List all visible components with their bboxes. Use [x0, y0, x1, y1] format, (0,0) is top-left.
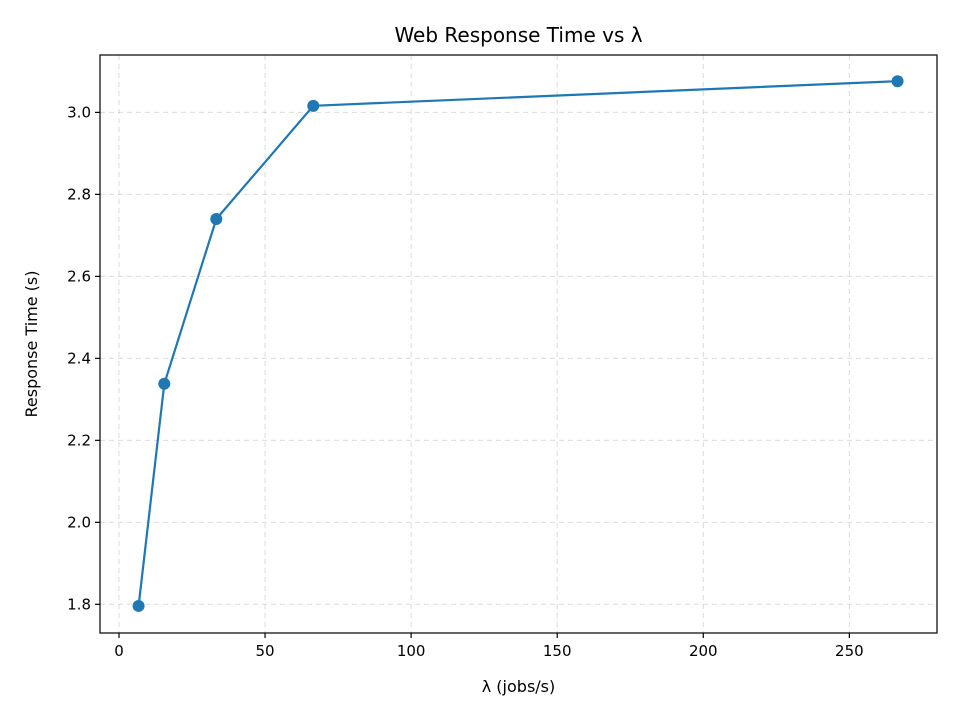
x-tick-label: 150	[543, 642, 572, 660]
data-point	[132, 599, 145, 612]
x-axis-ticks: 0 50 100 150 200 250	[114, 633, 864, 660]
data-point	[891, 75, 904, 88]
y-tick-label: 2.8	[67, 185, 91, 203]
y-axis-ticks: 1.8 2.0 2.2 2.4 2.6 2.8 3.0	[67, 103, 100, 613]
data-point	[210, 212, 223, 225]
y-tick-label: 2.0	[67, 513, 91, 531]
y-tick-label: 2.4	[67, 349, 91, 367]
y-tick-label: 1.8	[67, 595, 91, 613]
grid-layer	[100, 55, 937, 633]
x-tick-label: 200	[689, 642, 718, 660]
series-line	[137, 80, 898, 607]
x-tick-label: 0	[114, 642, 124, 660]
y-tick-label: 2.6	[67, 267, 91, 285]
plot-area-frame	[99, 54, 938, 634]
x-tick-label: 50	[256, 642, 275, 660]
y-tick-label: 3.0	[67, 103, 91, 121]
y-tick-label: 2.2	[67, 431, 91, 449]
x-tick-label: 250	[835, 642, 864, 660]
data-point	[158, 377, 171, 390]
data-point	[307, 99, 320, 112]
chart-title: Web Response Time vs λ	[394, 23, 642, 47]
x-axis-label: λ (jobs/s)	[482, 677, 556, 696]
y-axis-label: Response Time (s)	[22, 271, 41, 418]
x-tick-label: 100	[397, 642, 426, 660]
series-layer	[132, 75, 904, 612]
